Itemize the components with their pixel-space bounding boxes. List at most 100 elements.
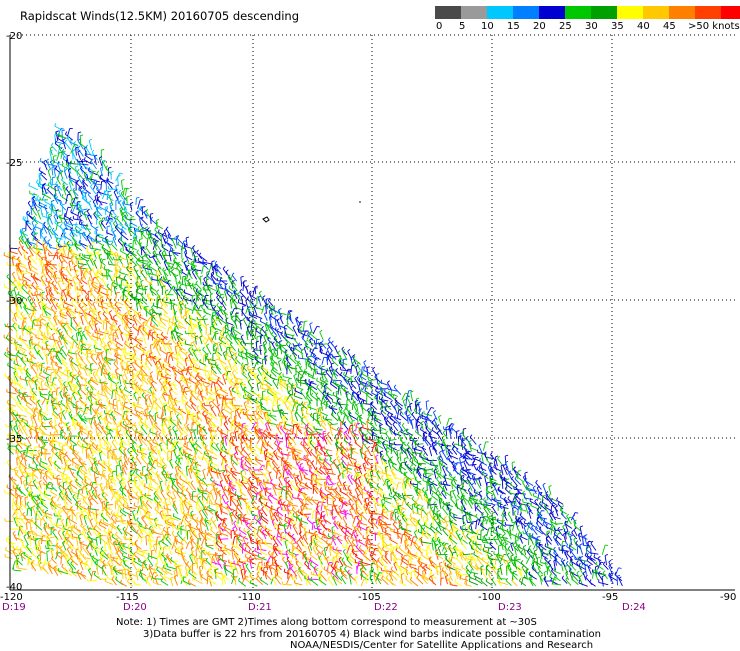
wind-barb — [103, 279, 106, 287]
wind-barb-flag — [59, 350, 61, 352]
wind-barb — [99, 293, 103, 300]
wind-barb-flag — [139, 239, 142, 240]
wind-barb — [330, 408, 338, 409]
wind-barb-flag — [69, 190, 72, 192]
wind-barb — [60, 381, 62, 390]
wind-barb — [38, 212, 41, 220]
wind-barb — [248, 382, 253, 390]
wind-barb-flag — [216, 333, 219, 334]
wind-barb — [123, 188, 125, 196]
wind-barb-flag — [165, 337, 168, 338]
wind-barb-flag — [258, 394, 259, 397]
wind-barb-flag — [95, 155, 98, 156]
wind-barb-flag — [110, 221, 113, 222]
wind-barb-flag — [209, 358, 212, 360]
wind-barb-flag — [184, 261, 187, 263]
wind-barb-flag — [149, 403, 150, 406]
wind-barb — [53, 253, 56, 260]
wind-barb — [93, 248, 102, 250]
wind-barb-flag — [273, 353, 274, 356]
wind-barb-flag — [270, 306, 272, 308]
wind-barb-flag — [126, 216, 127, 219]
wind-barb — [38, 321, 46, 326]
wind-barbs — [4, 123, 622, 586]
wind-barb-flag — [23, 358, 24, 361]
wind-barb — [40, 396, 46, 399]
wind-barb-flag — [301, 407, 304, 408]
wind-barb — [302, 337, 308, 345]
wind-barb-flag — [199, 253, 200, 256]
wind-barb — [306, 359, 307, 369]
wind-barb — [193, 342, 197, 350]
wind-barb-flag — [182, 395, 185, 396]
wind-barb-flag — [340, 372, 342, 375]
wind-barb-flag — [272, 342, 274, 344]
wind-barb-flag — [215, 310, 218, 311]
wind-barb-flag — [99, 289, 100, 292]
wind-barb — [327, 357, 328, 365]
wind-barb — [99, 302, 107, 304]
wind-barb-flag — [66, 311, 68, 313]
wind-barb-flag — [229, 400, 230, 403]
wind-barb-flag — [190, 362, 191, 365]
wind-barb — [241, 277, 242, 286]
wind-barb-flag — [153, 251, 155, 253]
wind-barb-flag — [34, 307, 37, 308]
wind-barb-flag — [5, 324, 6, 327]
wind-barb-flag — [77, 159, 78, 162]
wind-barb-flag — [46, 159, 48, 161]
wind-barb — [173, 317, 174, 325]
wind-barb-flag — [150, 372, 153, 374]
wind-barb-flag — [293, 343, 294, 346]
wind-barb-flag — [131, 258, 133, 261]
wind-barb-flag — [169, 364, 170, 367]
wind-barb-flag — [232, 325, 234, 327]
wind-barb-flag — [80, 407, 81, 410]
wind-barb-flag — [56, 253, 59, 254]
wind-barb-flag — [97, 171, 99, 173]
wind-barb-flag — [376, 388, 377, 391]
wind-barb — [214, 283, 223, 284]
wind-barb-flag — [71, 414, 72, 417]
wind-barb-flag — [117, 400, 120, 401]
wind-barb-flag — [216, 348, 218, 351]
wind-barb-flag — [32, 293, 33, 296]
wind-barb — [240, 292, 246, 299]
wind-barb-flag — [325, 381, 328, 382]
wind-barb-flag — [388, 391, 390, 394]
wind-barb-flag — [224, 407, 225, 410]
wind-barb-flag — [263, 341, 266, 343]
wind-barb-flag — [64, 393, 65, 396]
wind-barb — [37, 379, 41, 385]
wind-barb-flag — [48, 378, 49, 381]
wind-barb-flag — [241, 276, 244, 277]
wind-barb — [106, 270, 107, 280]
wind-barb-flag — [16, 352, 18, 355]
wind-barb-flag — [29, 313, 31, 315]
wind-barb — [96, 236, 97, 243]
wind-barb-flag — [378, 382, 380, 384]
wind-barb-flag — [61, 346, 63, 348]
wind-barb — [41, 208, 42, 215]
wind-barb-flag — [332, 407, 335, 408]
wind-barb-flag — [132, 362, 134, 364]
wind-barb-flag — [257, 375, 259, 377]
wind-barb — [146, 247, 151, 254]
wind-barb — [39, 295, 45, 300]
wind-barb-flag — [166, 374, 169, 375]
wind-barb — [114, 411, 121, 416]
wind-barb-flag — [317, 326, 320, 327]
wind-barb-flag — [296, 365, 299, 366]
wind-barb-flag — [77, 376, 79, 378]
wind-barb-flag — [96, 317, 97, 320]
wind-barb-flag — [274, 307, 275, 310]
wind-barb-flag — [114, 216, 117, 218]
wind-barb-flag — [24, 255, 25, 258]
wind-barb-flag — [166, 227, 168, 229]
wind-barb-flag — [30, 328, 31, 331]
wind-barb-flag — [299, 329, 300, 332]
wind-barb-flag — [113, 221, 115, 223]
wind-barb — [42, 399, 46, 405]
wind-barb-flag — [56, 244, 57, 247]
wind-barb-flag — [127, 395, 129, 397]
